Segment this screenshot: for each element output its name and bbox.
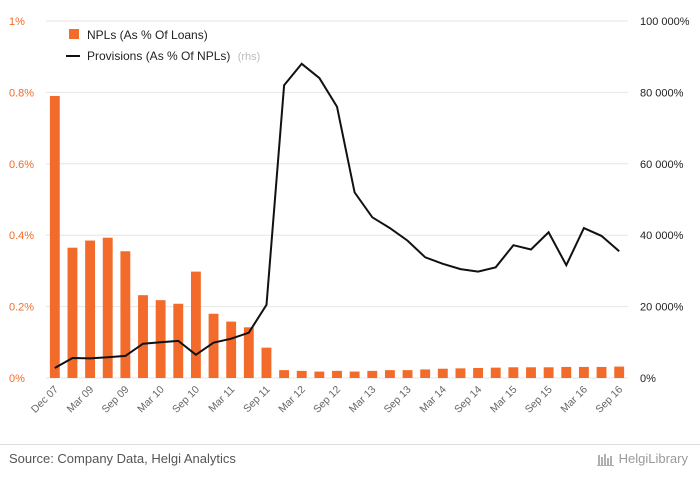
x-tick-label: Sep 16 — [593, 384, 625, 416]
npl-bar — [420, 369, 431, 378]
legend-rhs-note: (rhs) — [238, 51, 261, 63]
npl-bar — [120, 251, 131, 378]
legend-label-provisions: Provisions (As % Of NPLs) (rhs) — [87, 49, 260, 63]
npl-bar — [349, 371, 360, 378]
chart: 0% 0.2% 0.4% 0.6% 0.8% 1% 0% 20 000% 40 000% 60 … — [9, 16, 690, 416]
right-tick-label: 0% — [640, 373, 656, 385]
npl-bar — [279, 370, 290, 378]
npl-bar — [367, 370, 378, 378]
source-note: Source: Company Data, Helgi Analytics — [9, 451, 236, 466]
x-tick-label: Mar 14 — [417, 384, 449, 416]
x-tick-label: Mar 11 — [206, 384, 237, 415]
x-tick-label: Dec 07 — [29, 384, 61, 416]
x-tick-label: Sep 11 — [241, 384, 273, 416]
x-tick-label: Mar 12 — [276, 384, 308, 416]
x-tick-label: Mar 15 — [488, 384, 520, 416]
gridlines — [46, 20, 628, 379]
npl-bar — [243, 327, 254, 378]
npl-bar — [561, 366, 572, 378]
npl-bar — [261, 347, 272, 378]
npl-bar — [508, 367, 519, 378]
left-tick-label: 1% — [9, 16, 25, 28]
x-tick-label: Sep 12 — [311, 384, 343, 416]
footer-divider — [0, 444, 700, 445]
x-axis-ticks: Dec 07 Mar 09 Sep 09 Mar 10 Sep 10 Mar 11 Sep … — [29, 384, 625, 416]
npl-bar — [402, 370, 413, 378]
npl-bar — [296, 370, 307, 378]
left-tick-label: 0.2% — [9, 302, 34, 314]
npl-bar — [138, 295, 148, 378]
npl-bar — [314, 371, 325, 378]
helgi-logo: HelgiLibrary — [596, 451, 688, 466]
right-tick-label: 20 000% — [640, 302, 684, 314]
npl-bars — [49, 95, 625, 378]
right-tick-label: 100 000% — [640, 16, 690, 28]
x-tick-label: Mar 09 — [65, 384, 97, 416]
x-tick-label: Sep 09 — [99, 384, 131, 416]
left-axis-ticks: 0% 0.2% 0.4% 0.6% 0.8% 1% — [9, 16, 34, 385]
right-tick-label: 40 000% — [640, 230, 684, 242]
right-axis-ticks: 0% 20 000% 40 000% 60 000% 80 000% 100 000% — [640, 16, 690, 385]
npl-bar — [208, 313, 219, 378]
npl-bar — [85, 240, 96, 378]
left-tick-label: 0.4% — [9, 230, 34, 242]
npl-bar — [155, 300, 166, 378]
x-tick-label: Sep 10 — [170, 384, 202, 416]
legend-label-provisions-name: Provisions (As % Of NPLs) — [87, 49, 230, 63]
x-tick-label: Sep 14 — [452, 384, 484, 416]
legend-swatch-npl — [69, 29, 79, 39]
legend-label-npl: NPLs (As % Of Loans) — [87, 28, 208, 42]
left-tick-label: 0% — [9, 373, 25, 385]
right-tick-label: 80 000% — [640, 87, 684, 99]
right-tick-label: 60 000% — [640, 159, 684, 171]
npl-bar — [49, 95, 60, 378]
npl-bar — [490, 367, 501, 378]
library-logo-icon — [596, 453, 614, 466]
left-tick-label: 0.8% — [9, 87, 34, 99]
npl-bar — [102, 237, 113, 378]
npl-bar — [614, 366, 625, 378]
npl-bar — [543, 367, 554, 378]
x-tick-label: Sep 13 — [382, 384, 414, 416]
npl-bar — [67, 247, 78, 378]
npl-bar — [226, 321, 237, 378]
npl-bar — [578, 366, 589, 378]
x-tick-label: Mar 16 — [558, 384, 590, 416]
logo-text: HelgiLibrary — [618, 451, 688, 466]
npl-bar — [596, 366, 607, 378]
npl-bar — [437, 368, 448, 378]
x-tick-label: Mar 10 — [135, 384, 167, 416]
x-tick-label: Sep 15 — [523, 384, 555, 416]
legend: NPLs (As % Of Loans) Provisions (As % Of… — [66, 28, 260, 63]
left-tick-label: 0.6% — [9, 159, 34, 171]
npl-bar — [455, 368, 466, 378]
npl-bar — [332, 370, 342, 378]
x-tick-label: Mar 13 — [347, 384, 379, 416]
npl-bar — [473, 368, 484, 378]
npl-bar — [190, 271, 201, 378]
provisions-line — [54, 62, 620, 369]
npl-bar — [384, 370, 395, 378]
npl-bar — [526, 367, 536, 378]
